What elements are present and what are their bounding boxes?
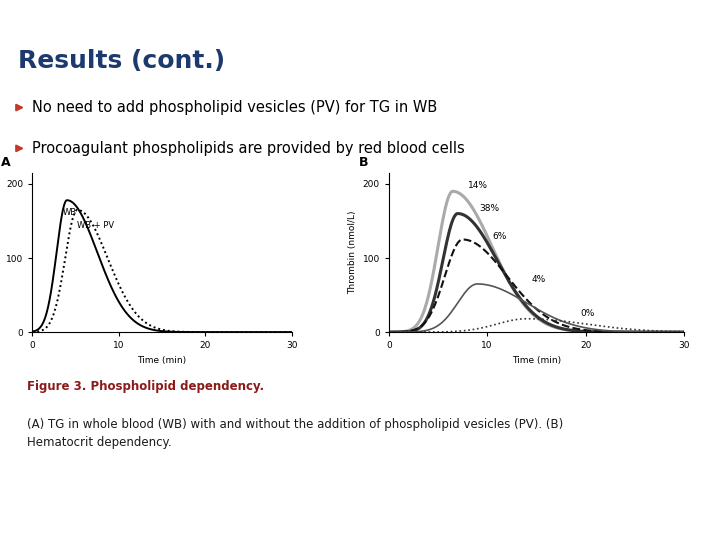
Text: WB: WB [63,208,77,217]
Text: 14%: 14% [467,181,487,191]
Y-axis label: Thrombin (nmol/L): Thrombin (nmol/L) [348,211,357,294]
Text: Figure 3. Phospholipid dependency.: Figure 3. Phospholipid dependency. [27,380,264,393]
Text: 6%: 6% [492,233,506,241]
Text: 0%: 0% [581,309,595,318]
Text: No need to add phospholipid vesicles (PV) for TG in WB: No need to add phospholipid vesicles (PV… [32,100,437,115]
Text: B: B [359,157,369,170]
X-axis label: Time (min): Time (min) [512,356,561,364]
Text: (A) TG in whole blood (WB) with and without the addition of phospholipid vesicle: (A) TG in whole blood (WB) with and with… [27,418,563,449]
X-axis label: Time (min): Time (min) [138,356,186,364]
Text: Results (cont.): Results (cont.) [18,49,225,73]
Text: Procoagulant phospholipids are provided by red blood cells: Procoagulant phospholipids are provided … [32,141,464,156]
Text: WB + PV: WB + PV [77,221,114,231]
Text: 38%: 38% [480,204,500,213]
Text: 4%: 4% [531,275,546,284]
Text: Clinical Chemistry: Clinical Chemistry [11,9,213,26]
Text: A: A [1,157,11,170]
